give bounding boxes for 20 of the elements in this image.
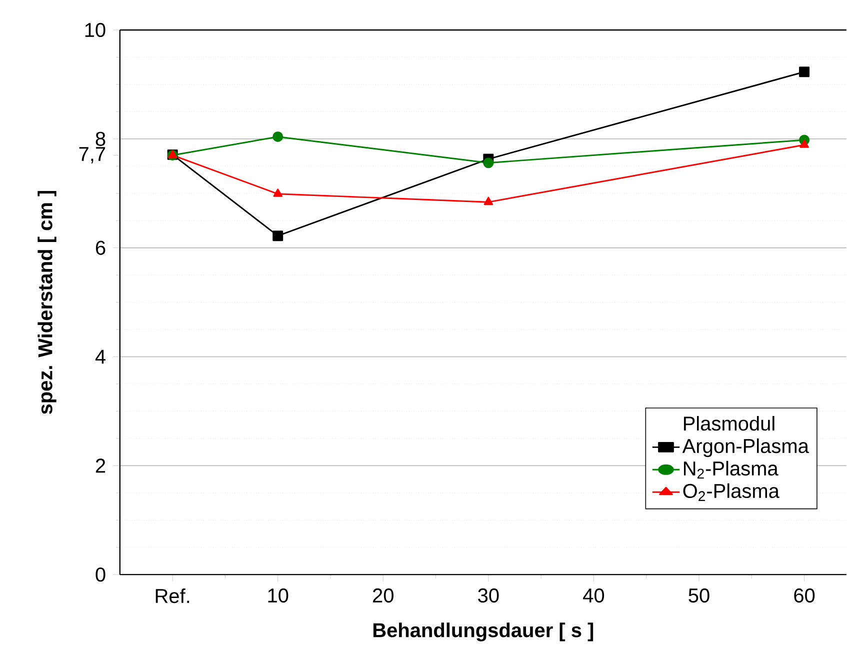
y-tick-label: 4 (95, 350, 106, 364)
x-tick-label: 20 (373, 588, 394, 603)
legend-label: O$_{2}$-Plasma (683, 484, 780, 502)
y-tick-label: 7,7 (79, 147, 106, 164)
y-tick-label: 6 (96, 240, 106, 256)
legend-label: N$_{2}$-Plasma (684, 461, 778, 479)
x-tick-label: 40 (583, 588, 604, 603)
x-tick-label: 30 (478, 588, 499, 603)
legend-label: Argon-Plasma (682, 438, 809, 458)
legend-title: Plasmodul (684, 416, 774, 431)
y-axis-title: spez. Widerstand [ cm ] (38, 191, 56, 414)
y-tick-label: 0 (96, 568, 106, 582)
x-tick-label: Ref. (156, 588, 190, 604)
y-tick-label: 2 (96, 458, 106, 473)
x-axis-title: Behandlungsdauer [ s ] (373, 622, 594, 642)
y-tick-label: 10 (85, 23, 106, 38)
x-tick-label: 60 (794, 588, 815, 603)
y-tick-label: 8 (96, 132, 106, 146)
x-tick-label: 50 (688, 588, 710, 603)
x-tick-label: 10 (268, 588, 288, 603)
